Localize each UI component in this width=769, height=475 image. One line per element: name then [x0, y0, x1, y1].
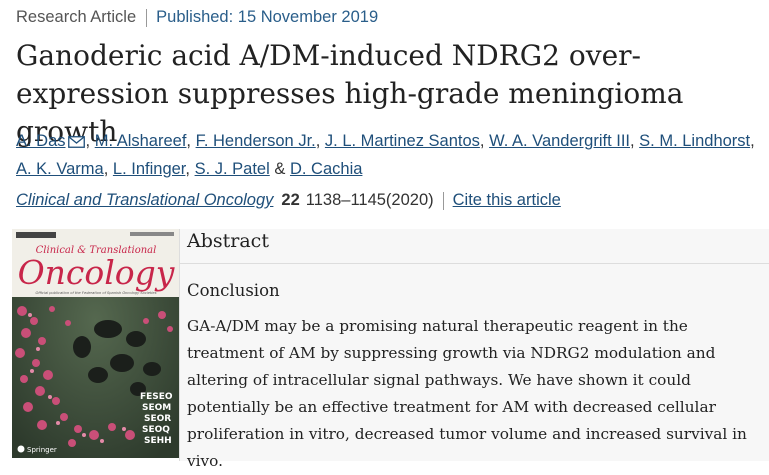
cover-illustration: Clinical & Translational Oncology Offici…: [12, 229, 179, 458]
author-separator: ,: [630, 132, 640, 150]
journal-volume: 22: [281, 191, 300, 209]
conclusion-text: GA-A/DM may be a promising natural thera…: [187, 317, 747, 470]
published-date: Published: 15 November 2019: [156, 8, 379, 26]
cite-article-link[interactable]: Cite this article: [452, 191, 561, 209]
author-link[interactable]: A. Das: [16, 132, 66, 150]
author-link[interactable]: S. M. Lindhorst: [639, 132, 751, 150]
cover-side-word: SEOM: [142, 403, 171, 413]
author-link[interactable]: S. J. Patel: [194, 160, 270, 178]
abstract-panel: [179, 229, 769, 461]
article-title: Ganoderic acid A/DM-induced NDRG2 over-e…: [16, 39, 684, 148]
journal-cover-image[interactable]: Clinical & Translational Oncology Offici…: [12, 229, 179, 458]
springer-logo-icon: [17, 445, 25, 453]
author-separator: ,: [315, 132, 325, 150]
abstract-divider: [180, 263, 769, 264]
cover-title: Oncology: [18, 253, 175, 292]
journal-pages: 1138–1145(2020): [305, 191, 434, 209]
cover-tagline: Official publication of the Federation o…: [35, 291, 156, 295]
journal-citation: Clinical and Translational Oncology 22 1…: [16, 191, 561, 210]
author-separator: ,: [186, 132, 196, 150]
article-type: Research Article: [16, 8, 137, 26]
cover-side-word: SEOQ: [142, 425, 170, 435]
author-separator: ,: [185, 160, 195, 178]
cover-top-line: Clinical & Translational: [36, 245, 157, 256]
author-link[interactable]: J. L. Martinez Santos: [324, 132, 480, 150]
author-separator: ,: [103, 160, 113, 178]
meta-divider: [146, 8, 148, 27]
author-separator: ,: [479, 132, 490, 150]
cover-side-word: FESEO: [140, 392, 173, 402]
author-link[interactable]: A. K. Varma: [16, 160, 104, 178]
conclusion-heading: Conclusion: [187, 281, 280, 300]
author-link[interactable]: F. Henderson Jr.: [195, 132, 316, 150]
cover-publisher: Springer: [27, 446, 57, 454]
cover-side-word: SEOR: [144, 414, 171, 424]
author-separator: ,: [750, 132, 755, 150]
journal-divider: [442, 191, 444, 210]
author-link[interactable]: W. A. Vandergrift III: [489, 132, 630, 150]
author-link[interactable]: M. Alshareef: [94, 132, 187, 150]
author-link[interactable]: D. Cachia: [289, 160, 363, 178]
author-separator: ,: [85, 132, 95, 150]
author-ampersand: &: [274, 160, 286, 178]
author-link[interactable]: L. Infinger: [112, 160, 186, 178]
article-meta: Research Article Published: 15 November …: [16, 8, 378, 27]
envelope-icon[interactable]: [67, 130, 85, 156]
journal-link[interactable]: Clinical and Translational Oncology: [16, 191, 274, 209]
author-list: A. Das, M. Alshareef, F. Henderson Jr., …: [16, 128, 764, 182]
cover-side-word: SEHH: [144, 436, 172, 446]
abstract-heading: Abstract: [187, 230, 269, 252]
